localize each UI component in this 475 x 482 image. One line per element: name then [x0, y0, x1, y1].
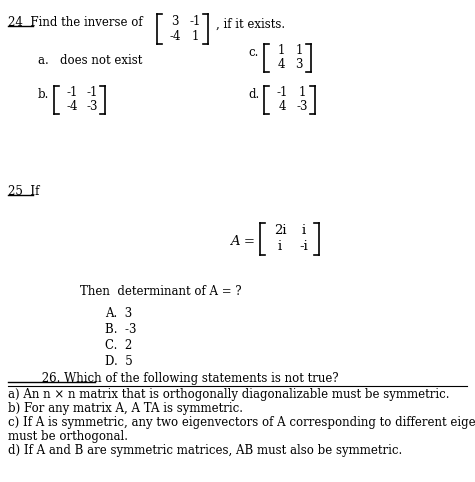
Text: A =: A = [230, 235, 255, 248]
Text: D.  5: D. 5 [105, 355, 133, 368]
Text: c) If A is symmetric, any two eigenvectors of A corresponding to different eigen: c) If A is symmetric, any two eigenvecto… [8, 416, 475, 429]
Text: b.: b. [38, 88, 49, 101]
Text: , if it exists.: , if it exists. [216, 18, 285, 31]
Text: a) An n × n matrix that is orthogonally diagonalizable must be symmetric.: a) An n × n matrix that is orthogonally … [8, 388, 449, 401]
Text: d.: d. [248, 88, 259, 101]
Text: -1: -1 [190, 15, 200, 28]
Text: 1: 1 [298, 86, 306, 99]
Text: -4: -4 [169, 30, 181, 43]
Text: d) If A and B are symmetric matrices, AB must also be symmetric.: d) If A and B are symmetric matrices, AB… [8, 444, 402, 457]
Text: a.   does not exist: a. does not exist [38, 54, 142, 67]
Text: 4: 4 [277, 58, 285, 71]
Text: -1: -1 [66, 86, 78, 99]
Text: 1: 1 [191, 30, 199, 43]
Text: 1: 1 [295, 44, 303, 57]
Text: 26. Which of the following statements is not true?: 26. Which of the following statements is… [8, 372, 339, 385]
Text: 1: 1 [277, 44, 285, 57]
Text: -1: -1 [276, 86, 288, 99]
Text: 24  Find the inverse of: 24 Find the inverse of [8, 16, 142, 29]
Text: -i: -i [300, 241, 308, 254]
Text: c.: c. [248, 46, 258, 59]
Text: -1: -1 [86, 86, 98, 99]
Text: A.  3: A. 3 [105, 307, 132, 320]
Text: 3: 3 [171, 15, 179, 28]
Text: must be orthogonal.: must be orthogonal. [8, 430, 128, 443]
Text: C.  2: C. 2 [105, 339, 132, 352]
Text: Then  determinant of A = ?: Then determinant of A = ? [80, 285, 242, 298]
Text: b) For any matrix A, A TA is symmetric.: b) For any matrix A, A TA is symmetric. [8, 402, 243, 415]
Text: -4: -4 [66, 101, 78, 113]
Text: 25  If: 25 If [8, 185, 39, 198]
Text: 2i: 2i [274, 225, 286, 238]
Text: 3: 3 [295, 58, 303, 71]
Text: i: i [302, 225, 306, 238]
Text: -3: -3 [296, 101, 308, 113]
Text: B.  -3: B. -3 [105, 323, 136, 336]
Text: -3: -3 [86, 101, 98, 113]
Text: 4: 4 [278, 101, 286, 113]
Text: i: i [278, 241, 282, 254]
